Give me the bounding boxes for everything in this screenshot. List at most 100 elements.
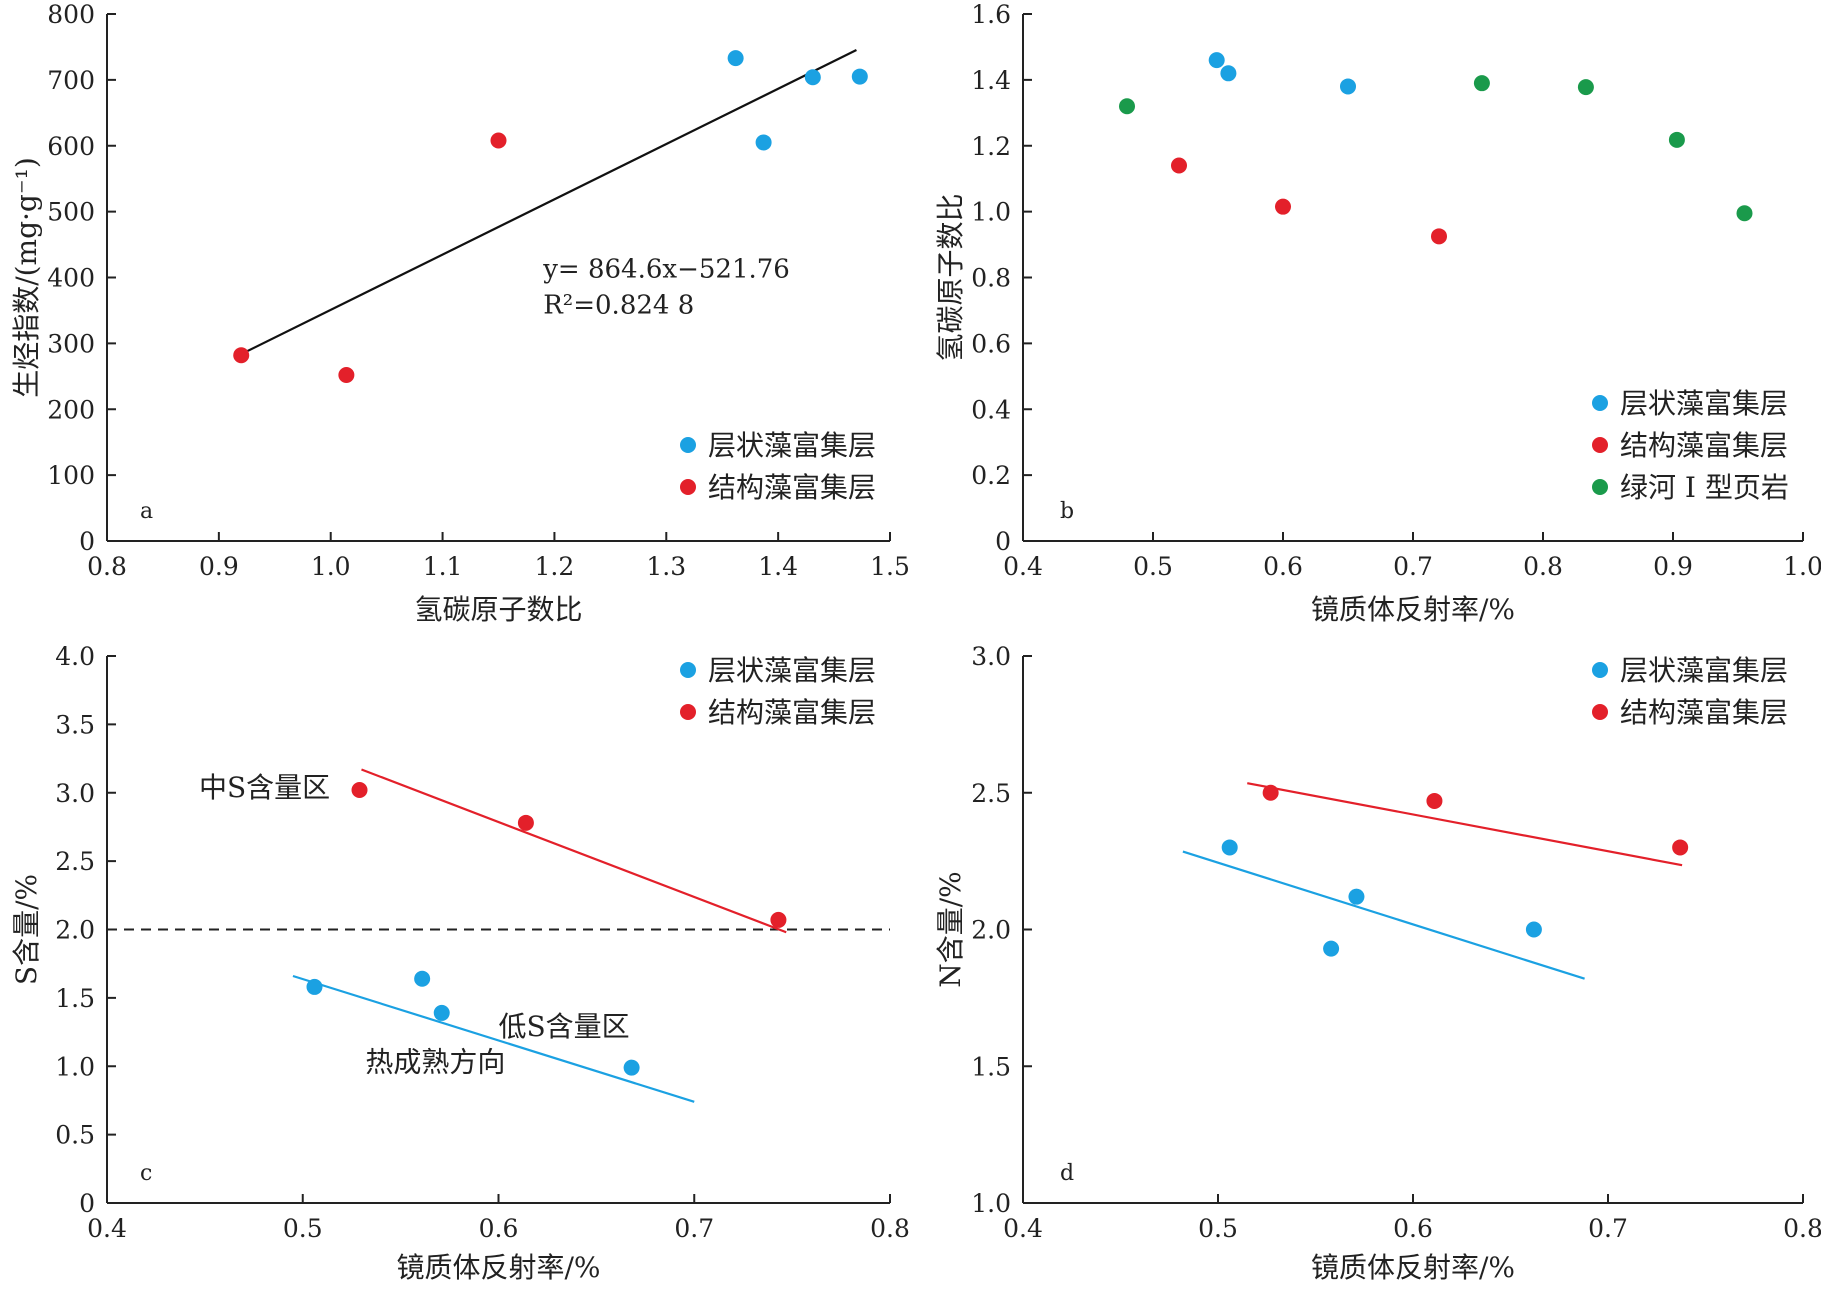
y-tick-label: 0.5 [55, 1121, 95, 1150]
legend-label: 结构藻富集层 [708, 471, 876, 504]
annotation: R²=0.824 8 [543, 291, 694, 321]
y-axis-label: 生烃指数/(mg·g⁻¹) [10, 157, 43, 398]
x-tick-label: 0.7 [1588, 1214, 1628, 1243]
y-tick-label: 0 [79, 1189, 95, 1218]
y-tick-label: 3.5 [55, 710, 95, 739]
legend-label: 结构藻富集层 [1620, 696, 1788, 729]
data-point [351, 782, 368, 799]
legend-label: 层状藻富集层 [1620, 387, 1788, 420]
data-point [851, 68, 868, 85]
data-point [1736, 205, 1753, 222]
y-tick-label: 1.5 [971, 1052, 1011, 1081]
y-axis-label: 氢碳原子数比 [934, 193, 967, 361]
y-tick-label: 0.6 [971, 329, 1011, 358]
data-point [770, 911, 787, 928]
data-point [490, 132, 507, 149]
legend-marker [1592, 437, 1608, 453]
panel-letter: d [1060, 1161, 1074, 1186]
x-axis-label: 镜质体反射率/% [1311, 593, 1515, 626]
y-tick-label: 0 [79, 527, 95, 556]
legend-marker [1592, 662, 1608, 678]
y-tick-label: 1.6 [971, 0, 1011, 29]
data-point [1171, 157, 1187, 174]
y-tick-label: 1.2 [971, 132, 1011, 161]
y-tick-label: 2.5 [971, 779, 1011, 808]
data-point [1220, 65, 1237, 82]
y-tick-label: 400 [47, 264, 95, 293]
data-point [1431, 228, 1447, 245]
fit-line [1182, 850, 1585, 980]
data-point [1262, 784, 1279, 801]
x-tick-label: 1.0 [311, 552, 351, 581]
legend-label: 结构藻富集层 [1620, 429, 1788, 462]
legend-label: 层状藻富集层 [708, 429, 876, 462]
x-tick-label: 0.9 [1653, 552, 1693, 581]
y-tick-label: 2.0 [971, 916, 1011, 945]
x-tick-label: 1.0 [1783, 552, 1821, 581]
annotation: 中S含量区 [199, 771, 330, 804]
x-tick-label: 0.8 [870, 1214, 910, 1243]
legend-label: 结构藻富集层 [708, 696, 876, 729]
y-tick-label: 600 [47, 132, 95, 161]
fit-line [361, 768, 787, 934]
x-tick-label: 0.5 [1198, 1214, 1238, 1243]
y-tick-label: 4.0 [55, 642, 95, 671]
legend-marker [680, 704, 696, 720]
data-point [338, 366, 355, 383]
x-tick-label: 1.4 [758, 552, 798, 581]
data-point [1668, 131, 1685, 148]
panel-a: 0.8 0.9 1.0 1.1 1.2 1.3 1.4 1.5 0 100 200 300 400 500… [10, 0, 910, 626]
data-point [1473, 75, 1490, 92]
x-tick-label: 1.5 [870, 552, 910, 581]
data-point [755, 134, 772, 151]
x-tick-label: 0.6 [1263, 552, 1303, 581]
y-tick-label: 2.5 [55, 847, 95, 876]
data-point [804, 69, 821, 86]
y-tick-label: 0.2 [971, 461, 1011, 490]
annotation: y= 864.6x−521.76 [542, 255, 790, 285]
y-tick-label: 300 [47, 329, 95, 358]
x-tick-label: 0.6 [1393, 1214, 1433, 1243]
y-tick-label: 0.8 [971, 264, 1011, 293]
legend-label: 绿河 Ⅰ 型页岩 [1620, 471, 1789, 504]
data-point [414, 970, 431, 987]
x-tick-label: 0.5 [283, 1214, 323, 1243]
x-tick-label: 0.8 [1523, 552, 1563, 581]
x-tick-label: 0.4 [1003, 1214, 1043, 1243]
data-point [1275, 198, 1291, 215]
y-tick-label: 1.4 [971, 66, 1011, 95]
data-point [1348, 888, 1365, 905]
legend-marker [680, 437, 696, 453]
annotation: 热成熟方向 [365, 1046, 505, 1079]
panel-letter: c [140, 1161, 152, 1186]
y-tick-label: 100 [47, 461, 95, 490]
data-point [433, 1004, 450, 1021]
y-tick-label: 0.4 [971, 395, 1011, 424]
legend-marker [1592, 479, 1608, 495]
x-tick-label: 0.4 [1003, 552, 1043, 581]
data-point [623, 1059, 640, 1076]
x-tick-label: 0.5 [1133, 552, 1173, 581]
data-point [1525, 921, 1542, 938]
y-tick-label: 200 [47, 395, 95, 424]
data-point [1340, 78, 1356, 95]
y-axis-label: S含量/% [10, 874, 43, 985]
x-axis-label: 氢碳原子数比 [414, 593, 582, 626]
y-tick-label: 700 [47, 66, 95, 95]
y-axis-label: N含量/% [934, 871, 967, 988]
data-point [306, 978, 323, 995]
x-tick-label: 0.8 [87, 552, 127, 581]
fit-line [1247, 782, 1683, 867]
data-point [727, 50, 744, 67]
legend-label: 层状藻富集层 [1620, 654, 1788, 687]
x-axis-label: 镜质体反射率/% [1311, 1251, 1515, 1284]
x-tick-label: 0.7 [674, 1214, 714, 1243]
x-tick-label: 1.2 [535, 552, 575, 581]
data-point [1208, 52, 1225, 69]
y-tick-label: 2.0 [55, 916, 95, 945]
y-tick-label: 1.0 [971, 1189, 1011, 1218]
x-tick-label: 0.9 [199, 552, 239, 581]
data-point [517, 814, 534, 831]
